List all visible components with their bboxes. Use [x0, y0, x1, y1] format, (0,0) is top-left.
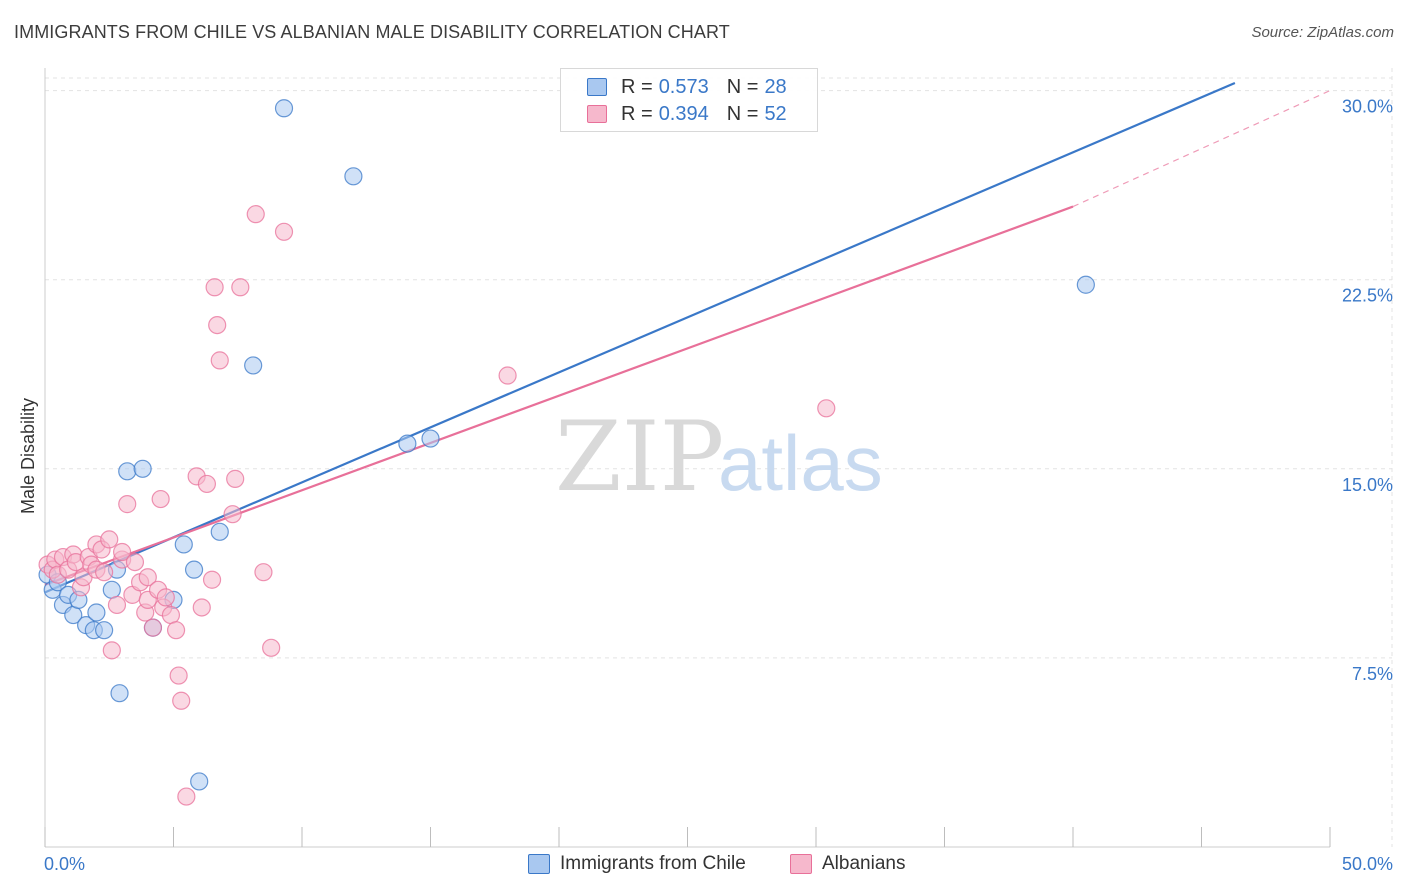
- axis-layer: 7.5% 15.0% 22.5% 30.0% 0.0% 50.0%: [44, 68, 1393, 874]
- point-albanian: [125, 552, 145, 572]
- point-albanian: [210, 351, 229, 370]
- y-tick-label: 7.5%: [1352, 664, 1393, 684]
- point-chile: [421, 429, 440, 448]
- watermark: ZIP atlas: [555, 401, 883, 513]
- point-albanian: [226, 469, 245, 488]
- chart-title: IMMIGRANTS FROM CHILE VS ALBANIAN MALE D…: [14, 22, 730, 42]
- point-albanian: [172, 691, 191, 710]
- point-albanian: [202, 570, 222, 589]
- point-chile: [87, 603, 106, 622]
- point-albanian: [197, 474, 217, 494]
- point-chile: [95, 621, 114, 640]
- point-albanian: [817, 399, 836, 418]
- point-albanian: [231, 278, 250, 297]
- source-label: Source: ZipAtlas.com: [1251, 24, 1394, 41]
- legend-r-label: R =: [621, 75, 653, 98]
- point-albanian: [262, 638, 281, 657]
- point-albanian: [169, 666, 188, 685]
- legend-r-value: 0.573: [658, 75, 709, 98]
- trend-layer: [44, 82, 1331, 594]
- legend-row-albanians: R = 0.394 N = 52: [587, 101, 787, 127]
- x-tick-label: 50.0%: [1342, 854, 1393, 874]
- point-albanian: [102, 641, 121, 660]
- point-albanian: [100, 530, 119, 549]
- point-albanian: [246, 205, 265, 224]
- point-chile: [398, 434, 417, 453]
- point-chile: [133, 459, 152, 478]
- grid-layer: [45, 68, 1393, 847]
- point-albanian: [151, 489, 170, 509]
- point-albanian: [274, 222, 294, 241]
- points-layer: [38, 99, 1095, 806]
- point-chile: [102, 580, 121, 599]
- point-albanian: [177, 787, 196, 806]
- watermark-atlas: atlas: [718, 419, 883, 507]
- point-albanian: [205, 278, 224, 297]
- y-tick-label: 15.0%: [1342, 475, 1393, 495]
- point-albanian: [223, 505, 242, 524]
- legend-n-label: N =: [726, 102, 759, 125]
- point-albanian: [166, 621, 186, 640]
- x-tick-label: 0.0%: [44, 854, 85, 874]
- legend-n-value: 52: [764, 102, 787, 125]
- watermark-zip: ZIP: [555, 401, 724, 513]
- point-albanian: [254, 563, 273, 582]
- y-tick-label: 22.5%: [1342, 286, 1393, 306]
- bottom-legend-swatch-albanians: [790, 854, 812, 874]
- point-chile: [1076, 275, 1095, 294]
- bottom-legend-chile: Immigrants from Chile: [528, 850, 746, 878]
- legend-r-value: 0.394: [658, 102, 709, 125]
- bottom-legend-label-chile: Immigrants from Chile: [560, 853, 746, 874]
- trend-line-albanian: [44, 205, 1074, 586]
- legend-n-value: 28: [764, 75, 787, 98]
- point-chile: [190, 772, 209, 791]
- y-axis-label: Male Disability: [18, 398, 38, 514]
- point-albanian: [156, 588, 175, 607]
- point-albanian: [112, 542, 132, 562]
- trend-extension-albanian: [1072, 90, 1331, 208]
- bottom-legend-albanians: Albanians: [790, 850, 905, 878]
- legend-swatch-chile: [587, 78, 607, 96]
- point-chile: [118, 462, 137, 481]
- legend-row-chile: R = 0.573 N = 28: [587, 74, 787, 100]
- legend-r-label: R =: [621, 102, 653, 125]
- point-albanian: [118, 495, 137, 514]
- legend-n-label: N =: [726, 75, 759, 98]
- bottom-legend-label-albanians: Albanians: [822, 853, 906, 874]
- y-tick-label: 30.0%: [1342, 97, 1393, 117]
- bottom-legend-swatch-chile: [528, 854, 550, 874]
- stats-legend: R = 0.573 N = 28 R = 0.394 N = 52: [560, 68, 818, 132]
- point-chile: [184, 560, 204, 579]
- point-chile: [244, 356, 263, 375]
- point-chile: [274, 99, 294, 118]
- point-albanian: [107, 595, 127, 615]
- point-albanian: [498, 366, 517, 385]
- point-chile: [174, 535, 193, 554]
- point-albanian: [192, 598, 211, 617]
- point-albanian: [95, 563, 114, 582]
- point-albanian: [161, 605, 181, 625]
- point-chile: [344, 167, 363, 186]
- trend-line-chile: [44, 82, 1236, 594]
- point-chile: [210, 522, 229, 541]
- point-albanian: [208, 315, 227, 335]
- legend-swatch-albanians: [587, 105, 607, 123]
- point-albanian: [143, 618, 163, 637]
- point-albanian: [138, 568, 157, 587]
- point-chile: [110, 684, 129, 703]
